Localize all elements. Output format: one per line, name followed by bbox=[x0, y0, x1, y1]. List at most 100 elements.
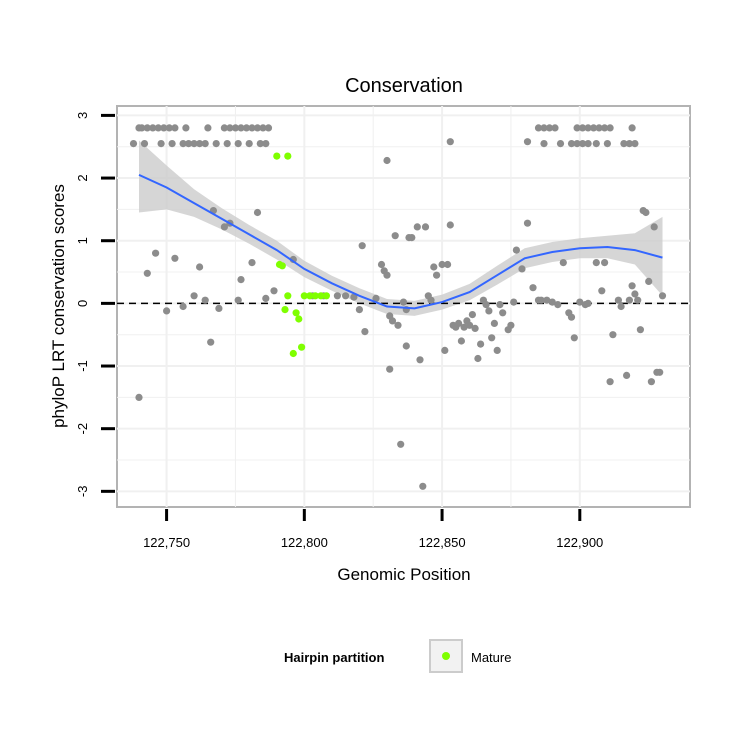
y-tick-label-2: -1 bbox=[75, 360, 90, 372]
point-other-74 bbox=[234, 296, 242, 304]
point-other-47 bbox=[631, 140, 639, 148]
point-other-7 bbox=[171, 124, 179, 132]
point-other-62 bbox=[152, 249, 160, 257]
point-other-165 bbox=[634, 296, 642, 304]
point-other-171 bbox=[650, 223, 658, 231]
point-other-54 bbox=[584, 124, 592, 132]
point-other-72 bbox=[220, 223, 228, 231]
point-other-92 bbox=[383, 271, 391, 279]
point-mature-9 bbox=[298, 343, 306, 351]
point-other-124 bbox=[471, 324, 479, 332]
point-other-109 bbox=[427, 296, 435, 304]
point-other-39 bbox=[567, 140, 576, 148]
x-tick-label-1: 122,800 bbox=[281, 535, 328, 550]
smooth-line bbox=[138, 173, 663, 310]
point-other-83 bbox=[333, 292, 341, 300]
point-other-158 bbox=[609, 331, 617, 339]
point-other-86 bbox=[355, 306, 363, 314]
chart-title: Conservation bbox=[345, 75, 463, 97]
point-other-56 bbox=[595, 124, 603, 132]
data-points bbox=[129, 124, 667, 490]
point-other-43 bbox=[592, 140, 600, 148]
point-other-104 bbox=[413, 223, 421, 231]
point-other-156 bbox=[601, 259, 609, 267]
point-other-85 bbox=[350, 293, 358, 301]
point-other-170 bbox=[647, 378, 656, 386]
point-other-20 bbox=[140, 140, 149, 148]
point-other-69 bbox=[207, 338, 215, 346]
point-other-45 bbox=[620, 140, 628, 148]
point-mature-7 bbox=[292, 309, 300, 317]
point-other-78 bbox=[262, 294, 270, 302]
point-other-8 bbox=[182, 124, 190, 132]
point-other-126 bbox=[477, 340, 485, 348]
point-other-17 bbox=[259, 124, 267, 132]
point-other-105 bbox=[416, 356, 424, 364]
point-other-125 bbox=[474, 354, 482, 363]
point-other-49 bbox=[540, 124, 548, 132]
point-other-12 bbox=[231, 124, 240, 132]
point-other-146 bbox=[554, 301, 562, 309]
point-other-46 bbox=[625, 140, 634, 148]
legend-key bbox=[429, 639, 463, 673]
point-other-160 bbox=[617, 302, 625, 311]
point-other-149 bbox=[567, 313, 576, 321]
point-other-23 bbox=[179, 140, 187, 148]
point-other-131 bbox=[490, 319, 498, 327]
point-other-50 bbox=[545, 124, 554, 132]
x-tick-label-2: 122,850 bbox=[419, 535, 466, 550]
point-other-137 bbox=[510, 298, 518, 306]
point-other-114 bbox=[444, 260, 452, 269]
point-other-155 bbox=[598, 287, 606, 295]
point-other-65 bbox=[179, 302, 187, 311]
point-other-42 bbox=[584, 140, 592, 148]
point-other-141 bbox=[529, 284, 537, 292]
point-other-144 bbox=[543, 296, 551, 304]
point-mature-8 bbox=[295, 315, 303, 323]
point-other-36 bbox=[523, 138, 532, 146]
point-other-150 bbox=[570, 334, 578, 342]
point-other-3 bbox=[149, 124, 157, 132]
point-other-136 bbox=[507, 321, 515, 329]
point-other-67 bbox=[196, 263, 204, 271]
point-other-129 bbox=[485, 307, 493, 315]
point-other-66 bbox=[190, 292, 198, 300]
point-other-40 bbox=[573, 140, 581, 148]
point-mature-6 bbox=[289, 349, 297, 358]
point-other-37 bbox=[540, 140, 548, 148]
legend: Hairpin partition Mature bbox=[284, 639, 511, 673]
confidence-ribbon-layer bbox=[139, 140, 663, 316]
x-axis-label: Genomic Position bbox=[337, 565, 470, 584]
y-tick-label-6: 3 bbox=[75, 112, 90, 119]
point-other-76 bbox=[248, 259, 256, 267]
point-other-153 bbox=[584, 299, 592, 307]
point-mature-14 bbox=[322, 292, 330, 300]
point-other-90 bbox=[377, 260, 386, 269]
point-other-96 bbox=[391, 232, 399, 240]
point-other-133 bbox=[496, 301, 504, 309]
point-other-48 bbox=[534, 124, 543, 132]
point-other-118 bbox=[455, 319, 463, 327]
point-other-97 bbox=[394, 321, 402, 329]
legend-entry-mature: Mature bbox=[471, 650, 511, 665]
point-other-161 bbox=[623, 371, 631, 379]
point-other-122 bbox=[466, 321, 474, 329]
point-other-27 bbox=[201, 140, 209, 148]
point-other-41 bbox=[579, 140, 587, 148]
point-other-33 bbox=[262, 140, 270, 148]
point-other-79 bbox=[270, 287, 278, 295]
point-other-75 bbox=[237, 276, 245, 284]
point-other-84 bbox=[342, 292, 350, 300]
point-other-123 bbox=[468, 311, 476, 319]
point-other-24 bbox=[185, 140, 193, 148]
point-mature-13 bbox=[317, 292, 325, 300]
point-other-16 bbox=[253, 124, 262, 132]
point-other-110 bbox=[430, 263, 438, 271]
point-other-19 bbox=[129, 140, 138, 148]
point-other-63 bbox=[163, 307, 171, 315]
axes: 122,750 122,800 122,850 122,900 -3 -2 -1 0 1 2 3 bbox=[75, 112, 603, 550]
point-other-71 bbox=[215, 304, 223, 312]
legend-title: Hairpin partition bbox=[284, 650, 384, 665]
y-tick-label-4: 1 bbox=[75, 237, 90, 244]
point-mature-12 bbox=[311, 292, 319, 300]
